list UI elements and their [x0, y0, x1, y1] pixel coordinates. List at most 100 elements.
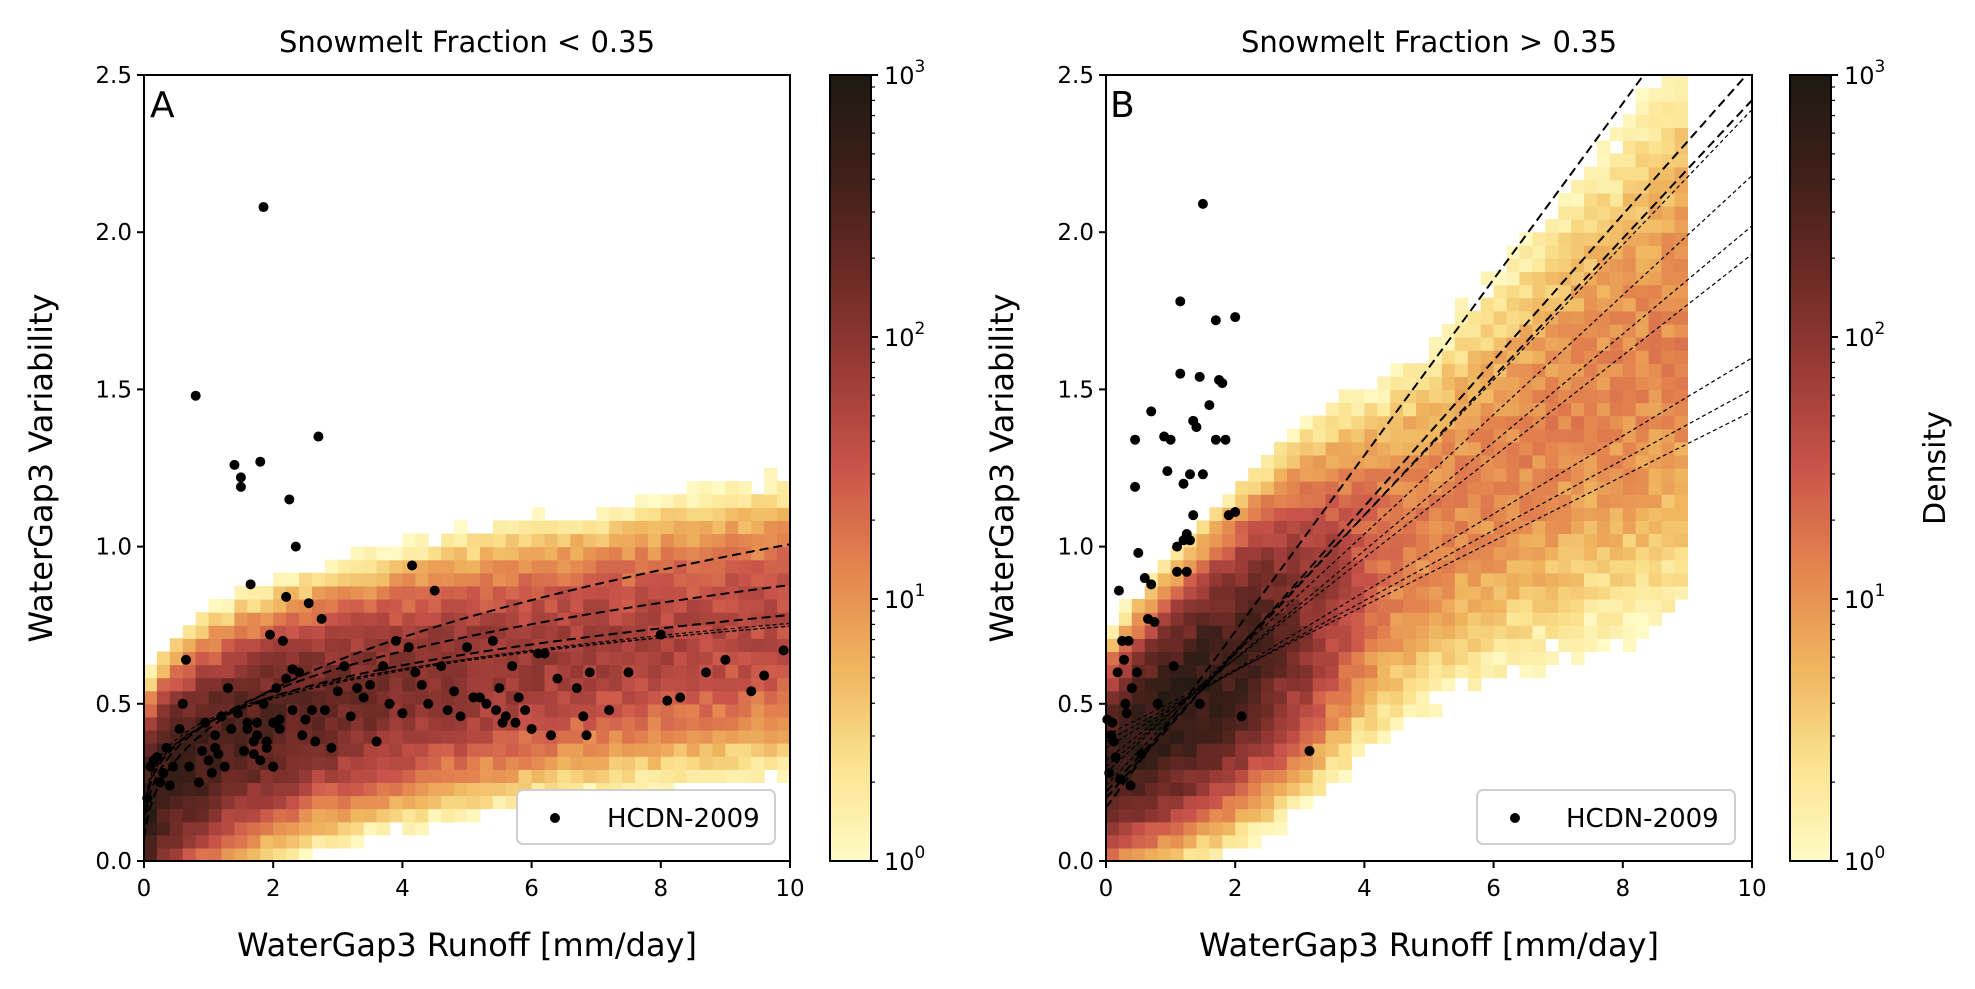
heatmap-cell	[324, 599, 339, 613]
heatmap-cell	[699, 743, 714, 757]
heatmap-cell	[402, 585, 416, 600]
heatmap-cell	[441, 638, 455, 652]
hcdn-point	[455, 711, 466, 722]
heatmap-cell	[337, 625, 352, 639]
heatmap-cell	[1364, 716, 1378, 731]
hcdn-point	[552, 673, 563, 684]
heatmap-cell	[609, 520, 623, 535]
heatmap-cell	[1635, 376, 1650, 390]
heatmap-cell	[1493, 585, 1508, 600]
heatmap-cell	[1635, 415, 1650, 430]
heatmap-cell	[1222, 743, 1236, 757]
heatmap-cell	[1273, 651, 1288, 666]
heatmap-cell	[764, 599, 778, 613]
heatmap-cell	[363, 716, 378, 731]
heatmap-cell	[583, 546, 597, 561]
panel-b-fit-curves	[1106, 75, 1752, 809]
heatmap-cell	[1674, 192, 1688, 207]
heatmap-cell	[1144, 585, 1159, 600]
fit-curve	[1106, 410, 1752, 736]
heatmap-cell	[1441, 546, 1456, 561]
heatmap-cell	[1519, 612, 1533, 626]
heatmap-cell	[764, 468, 778, 482]
heatmap-cell	[402, 625, 416, 639]
heatmap-cell	[1558, 363, 1572, 377]
heatmap-cell	[544, 559, 559, 574]
heatmap-cell	[505, 782, 520, 797]
heatmap-cell	[1261, 651, 1275, 666]
heatmap-cell	[1196, 625, 1210, 639]
heatmap-cell	[1467, 350, 1482, 364]
heatmap-cell	[1661, 101, 1676, 115]
heatmap-cell	[1609, 546, 1624, 561]
heatmap-cell	[557, 730, 571, 744]
heatmap-cell	[1403, 599, 1417, 613]
heatmap-cell	[1661, 127, 1676, 142]
panel-a-y-axis-label: WaterGap3 Variability	[22, 294, 60, 643]
heatmap-cell	[1609, 192, 1624, 207]
heatmap-cell	[1674, 232, 1688, 246]
heatmap-cell	[1196, 533, 1210, 548]
heatmap-cell	[1661, 140, 1676, 155]
heatmap-cell	[1609, 585, 1624, 600]
heatmap-cell	[247, 847, 261, 861]
heatmap-cell	[311, 756, 326, 770]
heatmap-cell	[1429, 703, 1443, 718]
heatmap-cell	[1622, 271, 1637, 286]
hcdn-point	[1120, 698, 1131, 709]
heatmap-cell	[712, 716, 726, 731]
panel-b-letter: B	[1110, 85, 1135, 126]
heatmap-cell	[1674, 507, 1688, 521]
heatmap-cell	[467, 559, 481, 574]
heatmap-cell	[1364, 703, 1378, 718]
heatmap-cell	[699, 520, 714, 535]
heatmap-cell	[273, 612, 287, 626]
heatmap-cell	[441, 782, 455, 797]
heatmap-cell	[1545, 350, 1559, 364]
heatmap-cell	[777, 546, 790, 561]
heatmap-cell	[1609, 494, 1624, 508]
heatmap-cell	[609, 769, 623, 783]
heatmap-cell	[182, 782, 197, 797]
heatmap-cell	[247, 703, 261, 718]
heatmap-cell	[1131, 625, 1146, 639]
heatmap-cell	[596, 585, 610, 600]
heatmap-cell	[686, 585, 701, 600]
heatmap-cell	[1596, 494, 1611, 508]
heatmap-cell	[286, 743, 300, 757]
heatmap-cell	[1454, 625, 1469, 639]
heatmap-cell	[376, 625, 391, 639]
heatmap-cell	[557, 690, 571, 705]
heatmap-cell	[1299, 428, 1314, 443]
heatmap-cell	[221, 782, 236, 797]
heatmap-cell	[1209, 585, 1223, 600]
heatmap-cell	[699, 638, 714, 652]
heatmap-cell	[454, 782, 468, 797]
heatmap-cell	[712, 585, 726, 600]
heatmap-cell	[1235, 625, 1249, 639]
heatmap-cell	[660, 664, 675, 679]
heatmap-cell	[1609, 454, 1624, 469]
heatmap-cell	[1480, 585, 1495, 600]
heatmap-cell	[764, 716, 778, 731]
heatmap-cell	[751, 533, 765, 548]
heatmap-cell	[1325, 454, 1340, 469]
hcdn-point	[158, 767, 169, 778]
heatmap-cell	[1106, 638, 1120, 652]
heatmap-cell	[557, 612, 571, 626]
heatmap-cell	[1390, 572, 1404, 587]
heatmap-cell	[1648, 206, 1663, 220]
heatmap-cell	[777, 651, 790, 666]
heatmap-cell	[686, 677, 701, 692]
heatmap-cell	[1661, 494, 1676, 508]
heatmap-cell	[247, 677, 261, 692]
heatmap-cell	[596, 756, 610, 770]
heatmap-cell	[402, 743, 416, 757]
heatmap-cell	[1261, 808, 1275, 823]
heatmap-cell	[1144, 651, 1159, 666]
heatmap-cell	[1196, 612, 1210, 626]
heatmap-cell	[622, 559, 636, 574]
heatmap-cell	[1609, 350, 1624, 364]
heatmap-cell	[1661, 114, 1676, 128]
heatmap-cell	[1441, 638, 1456, 652]
